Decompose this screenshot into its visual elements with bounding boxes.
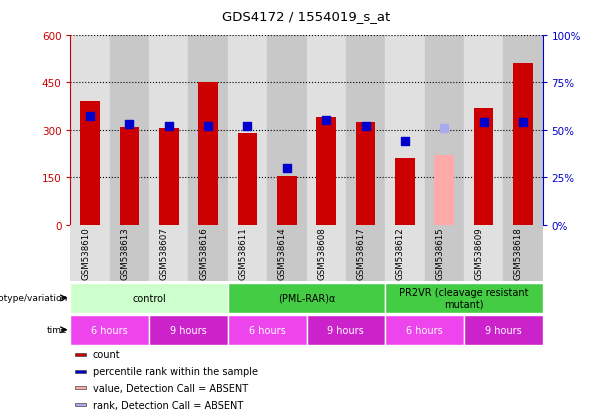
Text: GSM538613: GSM538613 (121, 227, 129, 280)
Bar (385, 283, 543, 313)
Point (440, 125, 449, 132)
Text: GSM538610: GSM538610 (81, 227, 90, 280)
Bar (464, 36, 503, 225)
Text: time: time (47, 325, 67, 335)
Text: control: control (132, 293, 166, 303)
Point (164, 123, 173, 130)
Point (400, 139, 409, 145)
Point (282, 165, 292, 172)
Bar (149, 36, 189, 225)
Text: GSM538609: GSM538609 (474, 227, 484, 280)
Text: 9 hours: 9 hours (485, 325, 522, 335)
Point (243, 123, 253, 130)
Point (479, 120, 489, 126)
Point (360, 123, 370, 130)
Bar (464, 225, 503, 281)
Bar (306, 36, 346, 225)
Bar (149, 225, 189, 281)
Text: GSM538614: GSM538614 (278, 227, 287, 280)
Bar (75, 353, 86, 356)
Point (518, 120, 528, 126)
Bar (395, 159, 414, 225)
Point (85, 114, 95, 121)
Text: count: count (93, 350, 121, 360)
Bar (474, 108, 493, 225)
Bar (424, 36, 464, 225)
Point (321, 118, 331, 124)
Bar (228, 315, 306, 345)
Text: value, Detection Call = ABSENT: value, Detection Call = ABSENT (93, 383, 248, 393)
Text: GSM538607: GSM538607 (160, 227, 169, 280)
Text: GSM538608: GSM538608 (317, 227, 326, 280)
Bar (70, 36, 110, 225)
Text: GSM538617: GSM538617 (357, 227, 365, 280)
Bar (503, 36, 543, 225)
Bar (503, 225, 543, 281)
Text: (PML-RAR)α: (PML-RAR)α (278, 293, 335, 303)
Text: 6 hours: 6 hours (406, 325, 443, 335)
Bar (346, 36, 385, 225)
Bar (80, 102, 100, 225)
Bar (277, 176, 297, 225)
Bar (70, 283, 228, 313)
Bar (110, 225, 149, 281)
Bar (228, 225, 267, 281)
Bar (356, 123, 375, 225)
Text: percentile rank within the sample: percentile rank within the sample (93, 366, 258, 376)
Text: GSM538618: GSM538618 (514, 227, 523, 280)
Bar (385, 36, 424, 225)
Text: GSM538616: GSM538616 (199, 227, 208, 280)
Bar (238, 134, 257, 225)
Text: rank, Detection Call = ABSENT: rank, Detection Call = ABSENT (93, 399, 243, 410)
Point (204, 123, 213, 130)
Bar (385, 225, 424, 281)
Bar (267, 36, 306, 225)
Bar (385, 315, 464, 345)
Bar (149, 315, 228, 345)
Bar (75, 403, 86, 406)
Bar (70, 315, 149, 345)
Text: genotype/variation: genotype/variation (0, 294, 67, 303)
Bar (316, 118, 336, 225)
Bar (306, 315, 385, 345)
Bar (120, 127, 139, 225)
Bar (110, 36, 149, 225)
Text: PR2VR (cleavage resistant
mutant): PR2VR (cleavage resistant mutant) (399, 287, 528, 309)
Bar (228, 283, 385, 313)
Bar (189, 225, 228, 281)
Text: GSM538615: GSM538615 (435, 227, 444, 280)
Bar (75, 386, 86, 389)
Text: GSM538611: GSM538611 (238, 227, 248, 280)
Bar (267, 225, 306, 281)
Bar (464, 315, 543, 345)
Text: GDS4172 / 1554019_s_at: GDS4172 / 1554019_s_at (223, 10, 390, 23)
Bar (424, 225, 464, 281)
Bar (159, 129, 178, 225)
Bar (435, 156, 454, 225)
Bar (75, 370, 86, 373)
Bar (306, 225, 346, 281)
Text: 6 hours: 6 hours (91, 325, 128, 335)
Bar (199, 83, 218, 225)
Point (124, 121, 134, 128)
Bar (70, 225, 110, 281)
Text: 9 hours: 9 hours (327, 325, 364, 335)
Bar (346, 225, 385, 281)
Text: GSM538612: GSM538612 (396, 227, 405, 280)
Bar (228, 36, 267, 225)
Bar (513, 64, 533, 225)
Text: 9 hours: 9 hours (170, 325, 207, 335)
Text: 6 hours: 6 hours (249, 325, 286, 335)
Bar (189, 36, 228, 225)
